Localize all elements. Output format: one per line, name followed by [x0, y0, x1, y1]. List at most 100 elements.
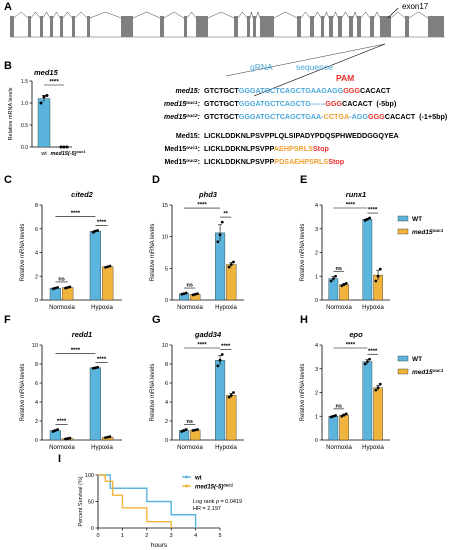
chart-title-base: epo — [349, 330, 363, 339]
x-tick-label: 0 — [96, 533, 99, 539]
chart-title: cited2 — [71, 190, 94, 199]
legend-label-wt: WT — [412, 356, 422, 363]
sequence-segment: GGG — [368, 112, 385, 121]
x-tick-label-sup: ouc1 — [77, 150, 86, 154]
panel-letter-g: G — [152, 314, 161, 326]
y-tick-label: 8 — [35, 203, 38, 209]
sequence-row-label-sup: ouc1 — [186, 100, 198, 106]
exon-block — [196, 16, 208, 37]
sequence-row-label: Med15ouc2: — [164, 158, 200, 167]
sequence-row-label-suffix: : — [198, 88, 200, 95]
bar-chart-d: phd3 Relative mRNA levels 0 5 10 15 Normoxia Hy… — [150, 190, 244, 311]
exon-block — [338, 16, 342, 37]
data-point — [106, 435, 110, 439]
sequence-segment: GGGATGCTCAGCTGAAGAGG — [239, 86, 344, 95]
significance-label: ns — [336, 266, 342, 272]
sequence-row-label-sup: ouc2 — [186, 158, 198, 164]
sequence-segment: ------ — [311, 99, 326, 108]
sequence-segment: GGGATGCTCAGCTGAA — [239, 112, 322, 121]
bar — [49, 430, 62, 441]
sequence-row: LICKLDDKNLPSVPPLQLSIPADYPDQSPHWEDDGGQYEA — [204, 131, 399, 140]
data-point — [376, 274, 380, 278]
significance-label: **** — [346, 203, 356, 209]
bar — [226, 264, 237, 301]
sequence-row-label-base: med15 — [175, 88, 197, 95]
data-point — [62, 145, 66, 149]
y-tick-label: 2 — [35, 419, 38, 425]
sequence-segment: GTCTGCT — [204, 99, 239, 108]
data-point — [220, 220, 224, 224]
pam-header: PAM — [336, 73, 354, 83]
data-point — [54, 286, 57, 290]
bar — [214, 232, 226, 301]
legend-label-mut-sup: ouc1 — [223, 482, 233, 487]
y-tick-label: 100 — [85, 473, 94, 479]
y-tick-label: 15 — [162, 203, 168, 209]
data-point — [108, 264, 112, 268]
y-tick-label: 0 — [35, 298, 38, 304]
data-point — [334, 414, 337, 417]
legend-label-mut-base: med15 — [412, 229, 433, 236]
sequence-row-label: med15: — [175, 88, 200, 95]
exon-block — [380, 16, 391, 37]
sequence-row-label: med15ouc1: — [164, 100, 200, 109]
y-tick-label: 0 — [165, 298, 168, 304]
legend-label-mut: med15ouc1 — [412, 228, 444, 237]
data-point — [65, 145, 69, 149]
exon17-zoom-line — [253, 43, 386, 97]
data-point — [216, 240, 220, 244]
sequence-row-label: Med15: — [176, 133, 200, 140]
y-tick-label: 4 — [315, 343, 318, 349]
legend-label-wt-base: wt — [194, 476, 202, 482]
data-point — [39, 101, 43, 105]
y-tick-label: 0.5 — [21, 123, 28, 129]
legend-marker-mut — [185, 484, 188, 488]
data-point — [51, 287, 55, 291]
y-tick-label: 8 — [35, 362, 38, 368]
intron-connector — [132, 11, 161, 19]
data-point — [193, 428, 197, 432]
data-point — [363, 362, 367, 366]
data-point — [191, 293, 195, 297]
x-tick-label: Hypoxia — [362, 445, 384, 451]
sequence-row: GTCTGCTGGGATGCTCAGCTGAAGAGGGGGCACACT — [204, 86, 391, 95]
sequence-row-label-suffix: : — [198, 101, 200, 108]
data-point — [229, 393, 233, 397]
legend-marker-wt — [185, 475, 188, 479]
data-point — [104, 436, 107, 440]
sequence-segment: LICKLDDKNLPSVPP — [204, 157, 274, 166]
y-tick-label: 6 — [165, 381, 168, 387]
chart-title-base: phd3 — [198, 190, 218, 199]
y-axis-label: Relative mRNA levels — [8, 87, 14, 140]
legend-label-mut: med15(-5)ouc1 — [195, 482, 234, 491]
exon-block — [72, 16, 75, 37]
data-point — [229, 263, 233, 266]
x-tick-label: Normoxia — [49, 445, 75, 451]
exon-block — [87, 16, 90, 37]
y-tick-label: 0 — [91, 526, 94, 532]
data-point — [42, 95, 46, 99]
data-point — [59, 145, 63, 149]
chart-title: med15 — [34, 68, 59, 77]
sequence-segment: Stop — [328, 157, 345, 166]
bar — [190, 429, 201, 441]
sequence-row-label-suffix: : — [198, 133, 200, 140]
y-axis-label: Relative mRNA levels — [300, 364, 306, 422]
bar-chart-g: gadd34 Relative mRNA levels 0 2 4 6 8 10 Normoxi… — [150, 330, 244, 451]
data-point — [56, 428, 59, 431]
bar — [339, 284, 349, 301]
sequence-segment: - — [321, 112, 324, 121]
sequence-segment: CCTGA — [324, 112, 350, 121]
data-point — [66, 286, 70, 289]
sequence-segment: GGG — [343, 86, 360, 95]
data-point — [191, 429, 195, 432]
y-axis-label: Relative mRNA levels — [300, 224, 306, 282]
y-axis-label: Percent Survival (%) — [78, 476, 84, 526]
significance-label: **** — [57, 419, 67, 425]
data-point — [45, 94, 49, 98]
sequence-row-label-suffix: : — [198, 146, 200, 153]
panel-letter-f: F — [4, 314, 11, 326]
data-point — [182, 429, 186, 432]
chart-title: phd3 — [198, 190, 218, 199]
sequence-segment: CACACT — [385, 112, 416, 121]
